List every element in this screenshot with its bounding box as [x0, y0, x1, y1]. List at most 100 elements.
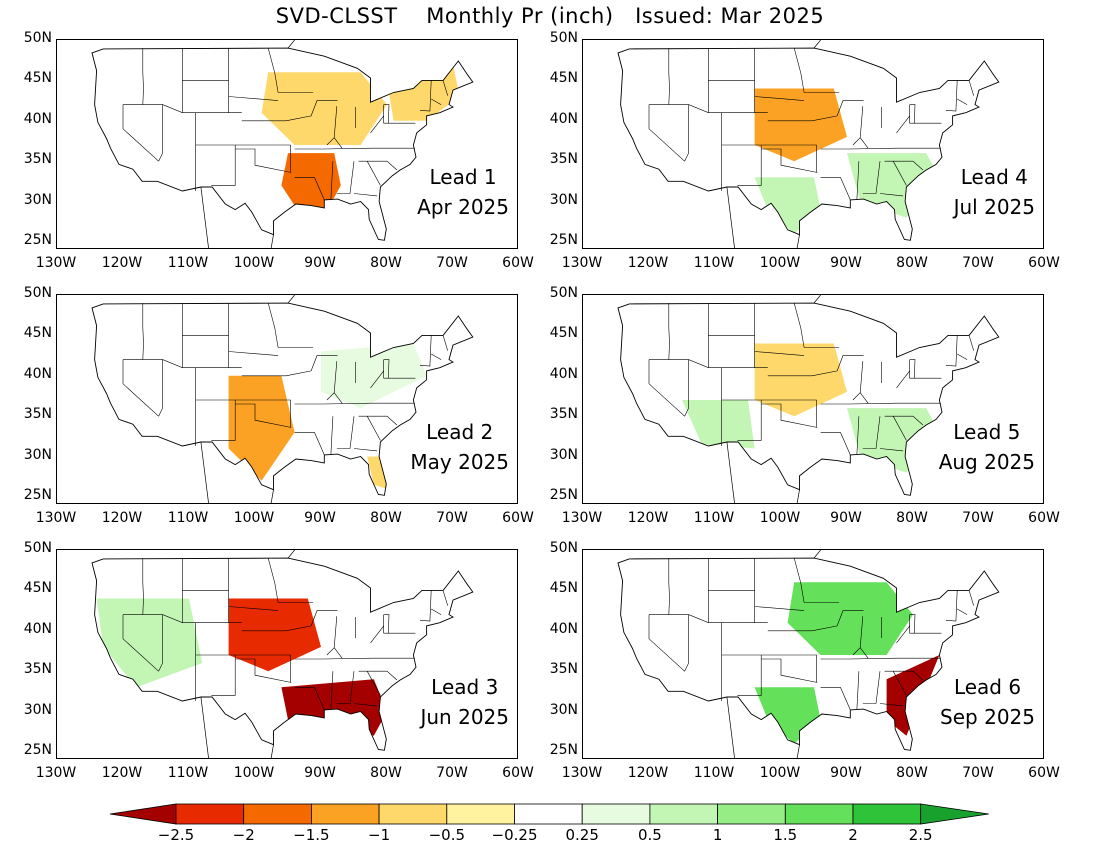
month-label: Aug 2025: [938, 450, 1035, 474]
state-border: [158, 104, 163, 162]
lon-tick-label: 110W: [693, 255, 735, 271]
state-border: [235, 658, 292, 683]
colorbar-tick-label: −0.5: [428, 826, 466, 844]
colorbar-segment: [378, 803, 448, 825]
map-svg: [617, 40, 1000, 248]
state-border: [383, 359, 416, 379]
state-border: [336, 671, 355, 704]
colorbar-tick-label: −1: [368, 826, 391, 844]
border-line: [287, 295, 295, 304]
state-border: [708, 558, 755, 591]
lat-tick-label: 40N: [23, 365, 52, 382]
state-border: [668, 48, 670, 105]
lon-tick-label: 90W: [830, 510, 862, 526]
colorbar-segment: [581, 803, 651, 825]
state-border: [442, 80, 448, 96]
lon-tick-label: 80W: [370, 765, 402, 781]
map-svg: [91, 40, 474, 248]
lon-tick-label: 100W: [233, 765, 275, 781]
state-border: [684, 614, 689, 672]
lat-tick-label: 50N: [23, 30, 52, 46]
lon-tick-label: 60W: [1028, 255, 1060, 271]
state-border: [158, 614, 163, 672]
state-border: [142, 558, 144, 615]
state-border: [235, 148, 292, 173]
lat-tick-label: 40N: [549, 620, 578, 637]
state-border: [879, 193, 904, 197]
colorbar-segment: [446, 803, 515, 825]
state-border: [366, 416, 381, 441]
state-border: [648, 614, 685, 672]
lon-tick-label: 80W: [370, 510, 402, 526]
map-panel-lead-3: Lead 3 Jun 2025: [56, 549, 518, 759]
colorbar-segment: [514, 803, 583, 825]
state-border: [353, 448, 378, 452]
anomaly-area-central-plains: [228, 598, 321, 672]
state-border: [419, 590, 432, 622]
state-border: [884, 415, 924, 426]
border-line: [813, 40, 821, 49]
lon-tick-label: 70W: [436, 255, 468, 271]
state-border: [856, 161, 860, 200]
state-border: [182, 303, 229, 336]
lat-tick-label: 30N: [23, 701, 52, 718]
lat-tick-label: 25N: [23, 231, 52, 248]
lead-label: Lead 1: [429, 165, 497, 189]
colorbar-tick-label: 0.5: [637, 826, 662, 844]
state-border: [383, 104, 416, 124]
lat-tick-label: 40N: [549, 110, 578, 127]
lat-tick-label: 25N: [23, 741, 52, 758]
state-border: [294, 657, 415, 660]
colorbar-arrow-high: [920, 803, 989, 825]
anomaly-area-central-plains: [754, 88, 847, 162]
state-border: [314, 432, 325, 456]
month-label: Jul 2025: [953, 195, 1035, 219]
us-outline: [617, 47, 1000, 241]
month-label: Jun 2025: [420, 705, 509, 729]
lead-label: Lead 5: [953, 420, 1021, 444]
state-border: [684, 359, 689, 417]
state-border: [370, 115, 384, 134]
state-border: [909, 614, 916, 634]
border-line: [287, 550, 295, 559]
border-line: [813, 550, 821, 559]
lat-tick-label: 45N: [23, 325, 52, 342]
lat-tick-label: 40N: [23, 110, 52, 127]
lon-tick-label: 100W: [759, 510, 801, 526]
colorbar: [109, 803, 989, 825]
state-border: [353, 193, 378, 197]
colorbar-tick-label: 1.5: [773, 826, 798, 844]
state-border: [793, 303, 805, 348]
state-border: [326, 137, 343, 149]
state-border: [431, 98, 442, 105]
state-border: [909, 614, 942, 634]
state-border: [840, 687, 851, 711]
state-border: [142, 48, 144, 105]
lat-tick-label: 50N: [23, 285, 52, 301]
lat-tick-label: 30N: [549, 701, 578, 718]
lon-tick-label: 60W: [502, 255, 534, 271]
state-border: [442, 335, 448, 351]
lat-tick-label: 30N: [549, 446, 578, 463]
lon-tick-label: 80W: [896, 255, 928, 271]
lon-tick-label: 70W: [436, 765, 468, 781]
map-svg: [91, 295, 474, 503]
lat-tick-label: 25N: [549, 741, 578, 758]
lon-tick-label: 130W: [561, 255, 603, 271]
lon-tick-label: 80W: [370, 255, 402, 271]
state-border: [896, 370, 910, 389]
lat-tick-label: 45N: [549, 70, 578, 87]
month-label: Apr 2025: [417, 195, 509, 219]
state-border: [761, 658, 818, 683]
state-border: [353, 703, 378, 707]
us-outline: [91, 302, 474, 496]
state-border: [366, 671, 381, 696]
state-border: [333, 106, 338, 138]
state-border: [668, 303, 670, 360]
state-border: [909, 359, 916, 379]
lat-tick-label: 25N: [549, 231, 578, 248]
state-border: [811, 355, 864, 377]
state-border: [333, 616, 338, 648]
state-border: [684, 104, 689, 162]
state-border: [820, 657, 941, 660]
